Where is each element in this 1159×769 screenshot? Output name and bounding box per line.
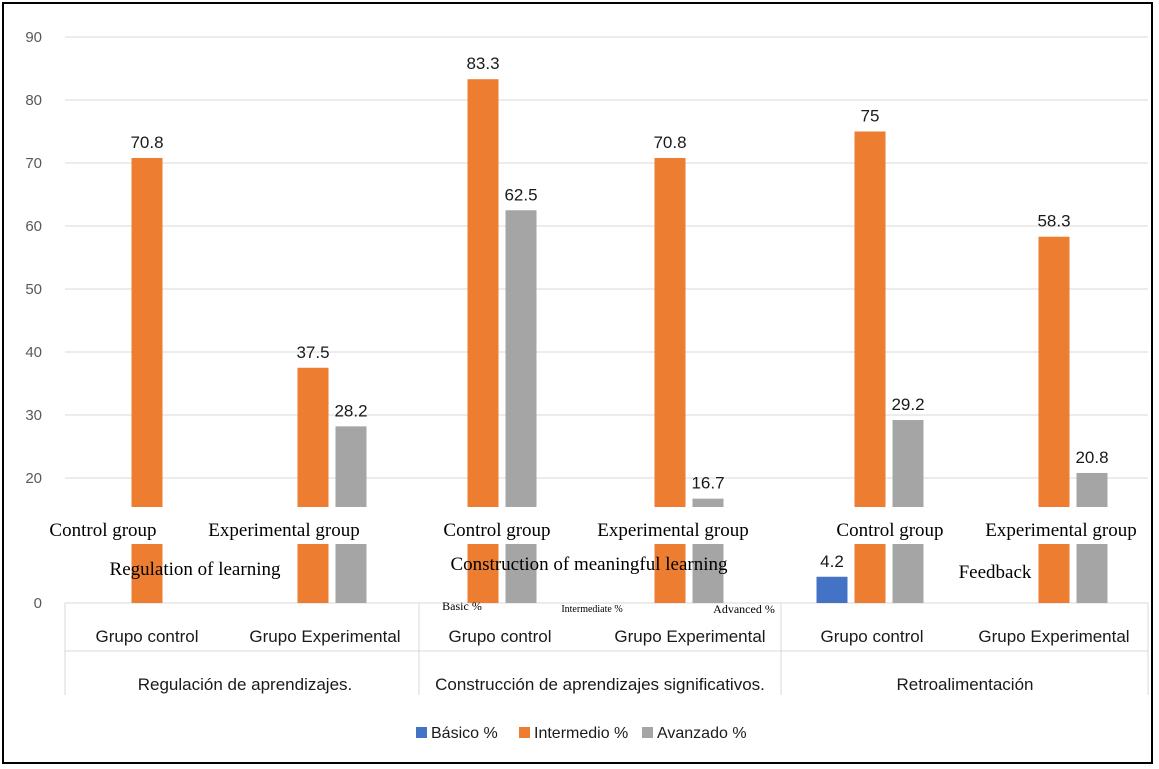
data-label: 75	[861, 107, 880, 126]
data-label: 37.5	[296, 343, 329, 362]
group-label-en: Regulation of learning	[110, 559, 281, 580]
bar	[1038, 236, 1070, 603]
data-label: 16.7	[691, 474, 724, 493]
group-label: Retroalimentación	[896, 675, 1033, 694]
data-label: 29.2	[891, 395, 924, 414]
y-tick-label: 80	[25, 92, 42, 109]
category-label: Grupo Experimental	[978, 627, 1129, 646]
group-label: Construcción de aprendizajes significati…	[435, 675, 765, 694]
category-label: Grupo control	[96, 627, 199, 646]
legend-label-en: Advanced %	[713, 602, 775, 616]
bar	[816, 576, 848, 603]
legend-swatch	[416, 727, 427, 738]
data-label: 62.5	[504, 185, 537, 204]
data-label: 28.2	[334, 401, 367, 420]
category-label-en: Experimental group	[208, 520, 359, 541]
category-label-en: Control group	[443, 520, 550, 541]
y-tick-label: 50	[25, 281, 42, 298]
y-tick-label: 20	[25, 470, 42, 487]
data-label: 58.3	[1037, 212, 1070, 231]
gridlines	[65, 36, 1148, 604]
category-label-en: Control group	[836, 520, 943, 541]
category-label-en: Control group	[49, 520, 156, 541]
category-label: Grupo control	[449, 627, 552, 646]
legend-swatch	[519, 727, 530, 738]
category-label-en: Experimental group	[597, 520, 748, 541]
data-label: 83.3	[466, 54, 499, 73]
data-label: 20.8	[1075, 448, 1108, 467]
legend-label: Avanzado %	[657, 725, 747, 742]
data-labels: 70.8 37.5 28.2 83.3 62.5 70.8 16.7 4.2 75 29.2 58.…	[130, 54, 1108, 571]
y-tick-label: 70	[25, 155, 42, 172]
y-tick-label: 30	[25, 407, 42, 424]
overlay-band	[20, 507, 1150, 544]
legend-label-en: Basic %	[442, 599, 482, 613]
legend: Básico % Intermedio % Avanzado %	[416, 725, 747, 742]
data-label: 70.8	[130, 133, 163, 152]
bar	[297, 367, 329, 603]
data-label: 4.2	[820, 552, 844, 571]
legend-swatch	[642, 727, 653, 738]
group-label: Regulación de aprendizajes.	[138, 675, 353, 694]
data-label: 70.8	[653, 133, 686, 152]
y-tick-label: 0	[34, 595, 42, 612]
y-axis-ticks: 0 20 30 40 50 60 70 80 90	[25, 29, 42, 612]
category-label: Grupo Experimental	[614, 627, 765, 646]
category-label-en: Experimental group	[985, 520, 1136, 541]
english-overlay: Control group Experimental group Control g…	[20, 507, 1150, 616]
category-label: Grupo Experimental	[249, 627, 400, 646]
overlay-band	[20, 544, 80, 594]
group-label-en: Feedback	[959, 562, 1032, 583]
category-label: Grupo control	[821, 627, 924, 646]
y-tick-label: 60	[25, 218, 42, 235]
legend-label: Intermedio %	[534, 725, 628, 742]
bar	[505, 210, 537, 603]
legend-label: Básico %	[431, 725, 498, 742]
group-label-en: Construction of meaningful learning	[450, 554, 728, 575]
legend-label-en: Intermediate %	[561, 604, 622, 615]
y-tick-label: 90	[25, 29, 42, 46]
y-tick-label: 40	[25, 344, 42, 361]
x-axis: Grupo control Grupo Experimental Grupo con…	[64, 603, 1149, 695]
